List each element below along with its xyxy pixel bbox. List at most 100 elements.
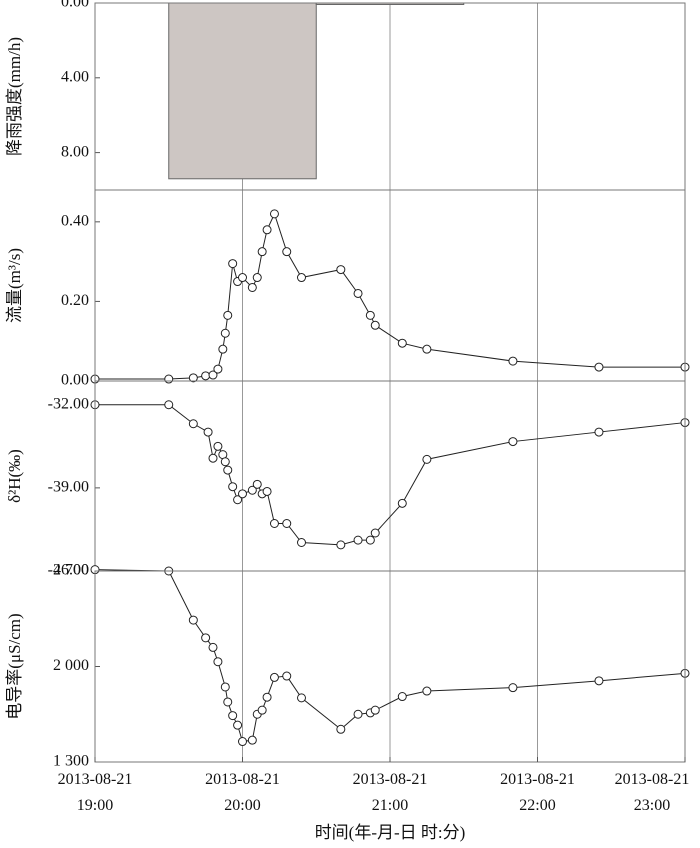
line xyxy=(95,404,686,546)
point xyxy=(397,498,407,508)
x-tick-label-line: 2013-08-21 xyxy=(58,771,133,788)
x-tick-label: 2013-08-21 20:00 xyxy=(205,771,280,814)
point xyxy=(203,427,213,437)
y-tick-label: 0.20 xyxy=(61,292,89,309)
point xyxy=(397,338,407,348)
y-axis-label: 流量(m³/s) xyxy=(5,248,24,323)
point xyxy=(220,457,230,467)
y-tick-label: 0.40 xyxy=(61,213,89,230)
x-tick-label-line: 20:00 xyxy=(224,797,260,814)
point xyxy=(201,633,211,643)
x-tick-label-line: 22:00 xyxy=(519,797,555,814)
point xyxy=(336,265,346,275)
point xyxy=(262,486,272,496)
point xyxy=(336,724,346,734)
point xyxy=(353,288,363,298)
point xyxy=(370,528,380,538)
point xyxy=(247,282,257,292)
point xyxy=(353,535,363,545)
point xyxy=(213,364,223,374)
point xyxy=(297,693,306,703)
x-tick-label: 2013-08-21 22:00 xyxy=(500,771,575,814)
point xyxy=(252,273,262,283)
point xyxy=(223,697,233,707)
point xyxy=(228,711,238,721)
point xyxy=(233,495,243,505)
y-tick-label: 2 700 xyxy=(53,562,89,579)
point xyxy=(594,427,604,437)
point xyxy=(201,371,211,381)
x-tick-label: 2013-08-21 21:00 xyxy=(353,771,428,814)
point xyxy=(365,310,375,320)
point xyxy=(213,657,223,667)
point xyxy=(257,247,267,257)
point xyxy=(233,720,243,730)
y-tick-label: 0.00 xyxy=(61,372,89,389)
point xyxy=(247,485,257,495)
point xyxy=(188,419,198,429)
x-tick-label-line: 19:00 xyxy=(77,797,113,814)
point xyxy=(282,519,292,528)
x-tick-label-line: 2013-08-21 xyxy=(500,771,575,788)
point xyxy=(247,735,257,745)
point xyxy=(297,538,306,547)
point xyxy=(220,328,230,338)
point xyxy=(422,454,432,464)
point xyxy=(282,247,292,257)
point xyxy=(208,642,218,652)
point xyxy=(269,672,279,682)
point xyxy=(252,479,262,489)
point xyxy=(594,676,604,686)
x-tick-label-line: 2013-08-21 xyxy=(615,771,690,788)
point xyxy=(223,465,233,475)
point xyxy=(397,692,407,702)
point xyxy=(422,686,432,696)
bar xyxy=(168,2,317,180)
point xyxy=(213,441,223,451)
point xyxy=(282,671,292,681)
x-tick-label-line: 2013-08-21 xyxy=(205,771,280,788)
y-tick-label: -46.00 xyxy=(48,562,89,579)
point xyxy=(508,683,518,693)
y-tick-label: 0.00 xyxy=(61,0,89,11)
y-tick-label: 8.00 xyxy=(61,143,89,160)
x-tick-label-line: 2013-08-21 xyxy=(353,771,428,788)
point xyxy=(228,259,238,269)
y-axis-label: δ²H(‰) xyxy=(5,449,24,503)
point xyxy=(262,225,272,235)
y-axis-label: 电导率(μS/cm) xyxy=(5,613,24,719)
point xyxy=(422,344,432,354)
y-axis-label: 降雨强度(mm/h) xyxy=(5,37,24,156)
point xyxy=(269,519,279,528)
point xyxy=(297,273,306,283)
point xyxy=(365,535,375,545)
point xyxy=(208,453,218,463)
y-tick-label: 2 000 xyxy=(53,657,89,674)
x-tick-label-line: 23:00 xyxy=(634,797,670,814)
point xyxy=(218,344,228,354)
point xyxy=(336,540,346,550)
y-tick-label: -32.00 xyxy=(48,395,89,412)
point xyxy=(269,209,279,219)
point xyxy=(370,705,380,715)
point xyxy=(188,373,198,383)
point xyxy=(257,705,267,715)
point xyxy=(238,489,247,499)
x-tick-label: 2013-08-21 23:00 xyxy=(615,771,690,814)
point xyxy=(262,692,272,702)
point xyxy=(238,273,247,283)
point xyxy=(508,356,518,366)
point xyxy=(188,615,198,625)
y-tick-label: -39.00 xyxy=(48,479,89,496)
point xyxy=(208,370,218,380)
point xyxy=(370,320,380,330)
x-tick-label-line: 21:00 xyxy=(372,797,408,814)
point xyxy=(228,482,238,492)
point xyxy=(164,400,174,410)
point xyxy=(353,709,363,719)
y-tick-label: 4.00 xyxy=(61,68,89,85)
point xyxy=(594,362,604,372)
point xyxy=(164,374,174,384)
x-axis-label: 时间(年-月-日 时:分) xyxy=(315,823,466,842)
